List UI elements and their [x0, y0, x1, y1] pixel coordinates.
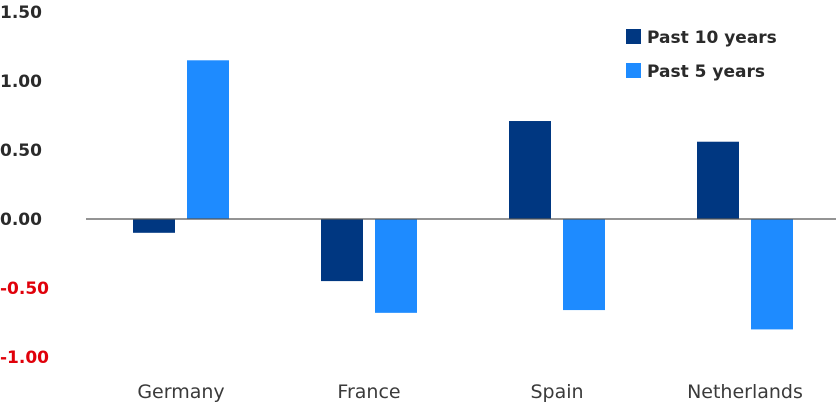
- bar-france-past-5-years: [375, 219, 417, 313]
- y-tick-label: 1.00: [0, 72, 42, 92]
- x-tick-label-netherlands: Netherlands: [687, 381, 803, 403]
- x-tick-label-germany: Germany: [137, 381, 224, 403]
- x-tick-label-france: France: [337, 381, 400, 403]
- legend-label-past-5-years: Past 5 years: [647, 62, 765, 82]
- y-axis-labels: 1.50 1.00 0.50 0.00 -0.50 -1.00: [0, 3, 49, 368]
- bar-germany-past-5-years: [187, 60, 229, 219]
- bar-spain-past-5-years: [563, 219, 605, 311]
- legend-swatch-past-5-years: [626, 63, 641, 78]
- x-tick-label-spain: Spain: [530, 381, 583, 403]
- bar-france-past-10-years: [321, 219, 363, 282]
- legend-swatch-past-10-years: [626, 29, 641, 44]
- y-tick-label: 0.50: [0, 141, 42, 161]
- y-tick-label: -0.50: [0, 279, 49, 299]
- legend: Past 10 years Past 5 years: [626, 28, 777, 82]
- bar-germany-past-10-years: [133, 219, 175, 233]
- legend-label-past-10-years: Past 10 years: [647, 28, 777, 48]
- bar-netherlands-past-10-years: [697, 141, 739, 219]
- x-axis-labels: Germany France Spain Netherlands: [137, 381, 803, 403]
- y-tick-label: -1.00: [0, 348, 49, 368]
- bar-netherlands-past-5-years: [751, 219, 793, 330]
- y-tick-label: 1.50: [0, 3, 42, 23]
- y-tick-label: 0.00: [0, 210, 42, 230]
- bars: [133, 60, 793, 330]
- bar-spain-past-10-years: [509, 121, 551, 219]
